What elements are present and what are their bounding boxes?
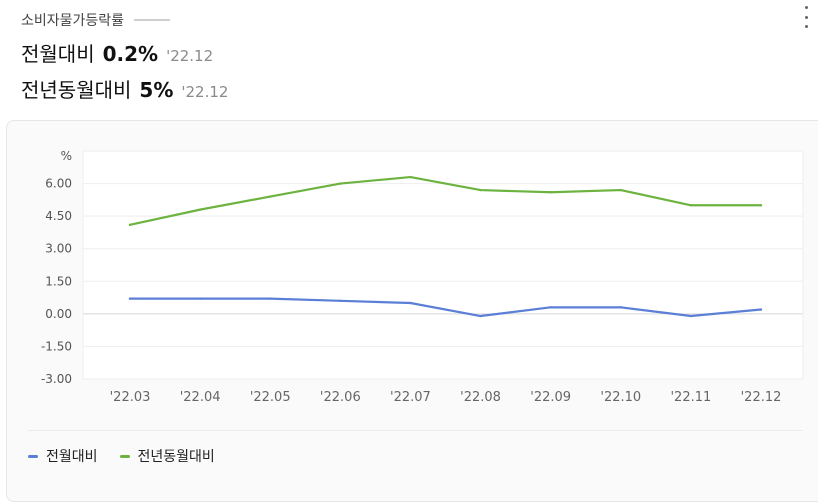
legend-item-mom[interactable]: 전월대비 — [28, 446, 98, 466]
x-tick-label: '22.11 — [670, 390, 711, 405]
kebab-dot — [804, 15, 808, 19]
stat-row-yoy: 전년동월대비 5% '22.12 — [21, 74, 818, 110]
stat-label-yoy: 전년동월대비 — [21, 78, 132, 102]
legend-label-mom: 전월대비 — [46, 449, 98, 465]
x-tick-label: '22.12 — [741, 390, 782, 405]
legend-item-yoy[interactable]: 전년동월대비 — [119, 446, 215, 466]
y-tick-label: -3.00 — [41, 372, 72, 386]
series-1-point — [269, 297, 272, 300]
chart-title-row: 소비자물가등락률 — [21, 8, 818, 32]
series-2-point — [479, 188, 482, 192]
legend-divider — [28, 430, 803, 431]
x-tick-label: '22.03 — [110, 390, 151, 405]
chart-header: 소비자물가등락률 전월대비 0.2% '22.12 전년동월대비 5% '22.… — [21, 8, 818, 118]
series-2-point — [409, 175, 412, 179]
series-2-point — [128, 223, 132, 227]
chart-title: 소비자물가등락률 — [21, 13, 125, 29]
series-1-point — [128, 297, 132, 300]
legend-swatch-yoy — [119, 454, 130, 458]
y-tick-label: 0.00 — [45, 307, 72, 321]
line-chart: % 6.00 4.50 3.00 1.50 0.00 -1.50 -3.00 '22.03 '22… — [41, 149, 804, 405]
y-tick-label: 4.50 — [45, 209, 72, 223]
series-1-point — [689, 314, 693, 318]
series-2-point — [689, 204, 693, 207]
x-tick-label: '22.07 — [390, 390, 431, 405]
x-tick-label: '22.08 — [460, 390, 501, 405]
series-1-point — [759, 308, 763, 311]
more-options-icon[interactable] — [800, 6, 812, 28]
series-line-2 — [128, 175, 763, 226]
series-line-1 — [128, 297, 763, 318]
plot-area — [83, 151, 803, 379]
chart-legend: 전월대비 전년동월대비 — [28, 446, 237, 466]
x-tick-label: '22.10 — [600, 390, 641, 405]
x-tick-label: '22.06 — [320, 390, 361, 405]
legend-swatch-mom — [28, 454, 38, 458]
series-2-point — [759, 204, 763, 207]
series-1-point — [549, 306, 552, 309]
y-tick-label: 6.00 — [45, 177, 72, 191]
stat-label-mom: 전월대비 — [21, 42, 95, 66]
series-1-point — [409, 301, 412, 305]
title-underline-decoration — [134, 19, 171, 21]
series-2-point — [619, 188, 622, 192]
legend-label-yoy: 전년동월대비 — [137, 449, 215, 465]
kebab-dot — [804, 6, 808, 9]
series-2-point — [339, 182, 342, 185]
stat-value-yoy: 5% — [139, 78, 174, 102]
series-1-point — [198, 297, 202, 300]
kebab-dot — [804, 25, 808, 28]
series-2-point — [269, 195, 272, 198]
series-1-point — [479, 314, 482, 318]
y-tick-label: 3.00 — [45, 242, 72, 256]
series-1-point — [619, 306, 622, 309]
y-tick-label: 1.50 — [45, 274, 72, 288]
series-1-point — [339, 299, 342, 303]
series-2-point — [549, 191, 552, 194]
x-tick-label: '22.05 — [250, 390, 291, 405]
x-tick-label: '22.09 — [530, 390, 571, 405]
series-2-point — [198, 208, 202, 211]
stat-date-yoy: '22.12 — [181, 83, 229, 101]
stat-row-mom: 전월대비 0.2% '22.12 — [21, 38, 818, 74]
stat-date-mom: '22.12 — [166, 47, 214, 65]
y-axis-unit-label: % — [61, 149, 72, 163]
y-tick-label: -1.50 — [41, 339, 72, 353]
x-tick-label: '22.04 — [180, 390, 221, 405]
stat-value-mom: 0.2% — [102, 42, 159, 66]
